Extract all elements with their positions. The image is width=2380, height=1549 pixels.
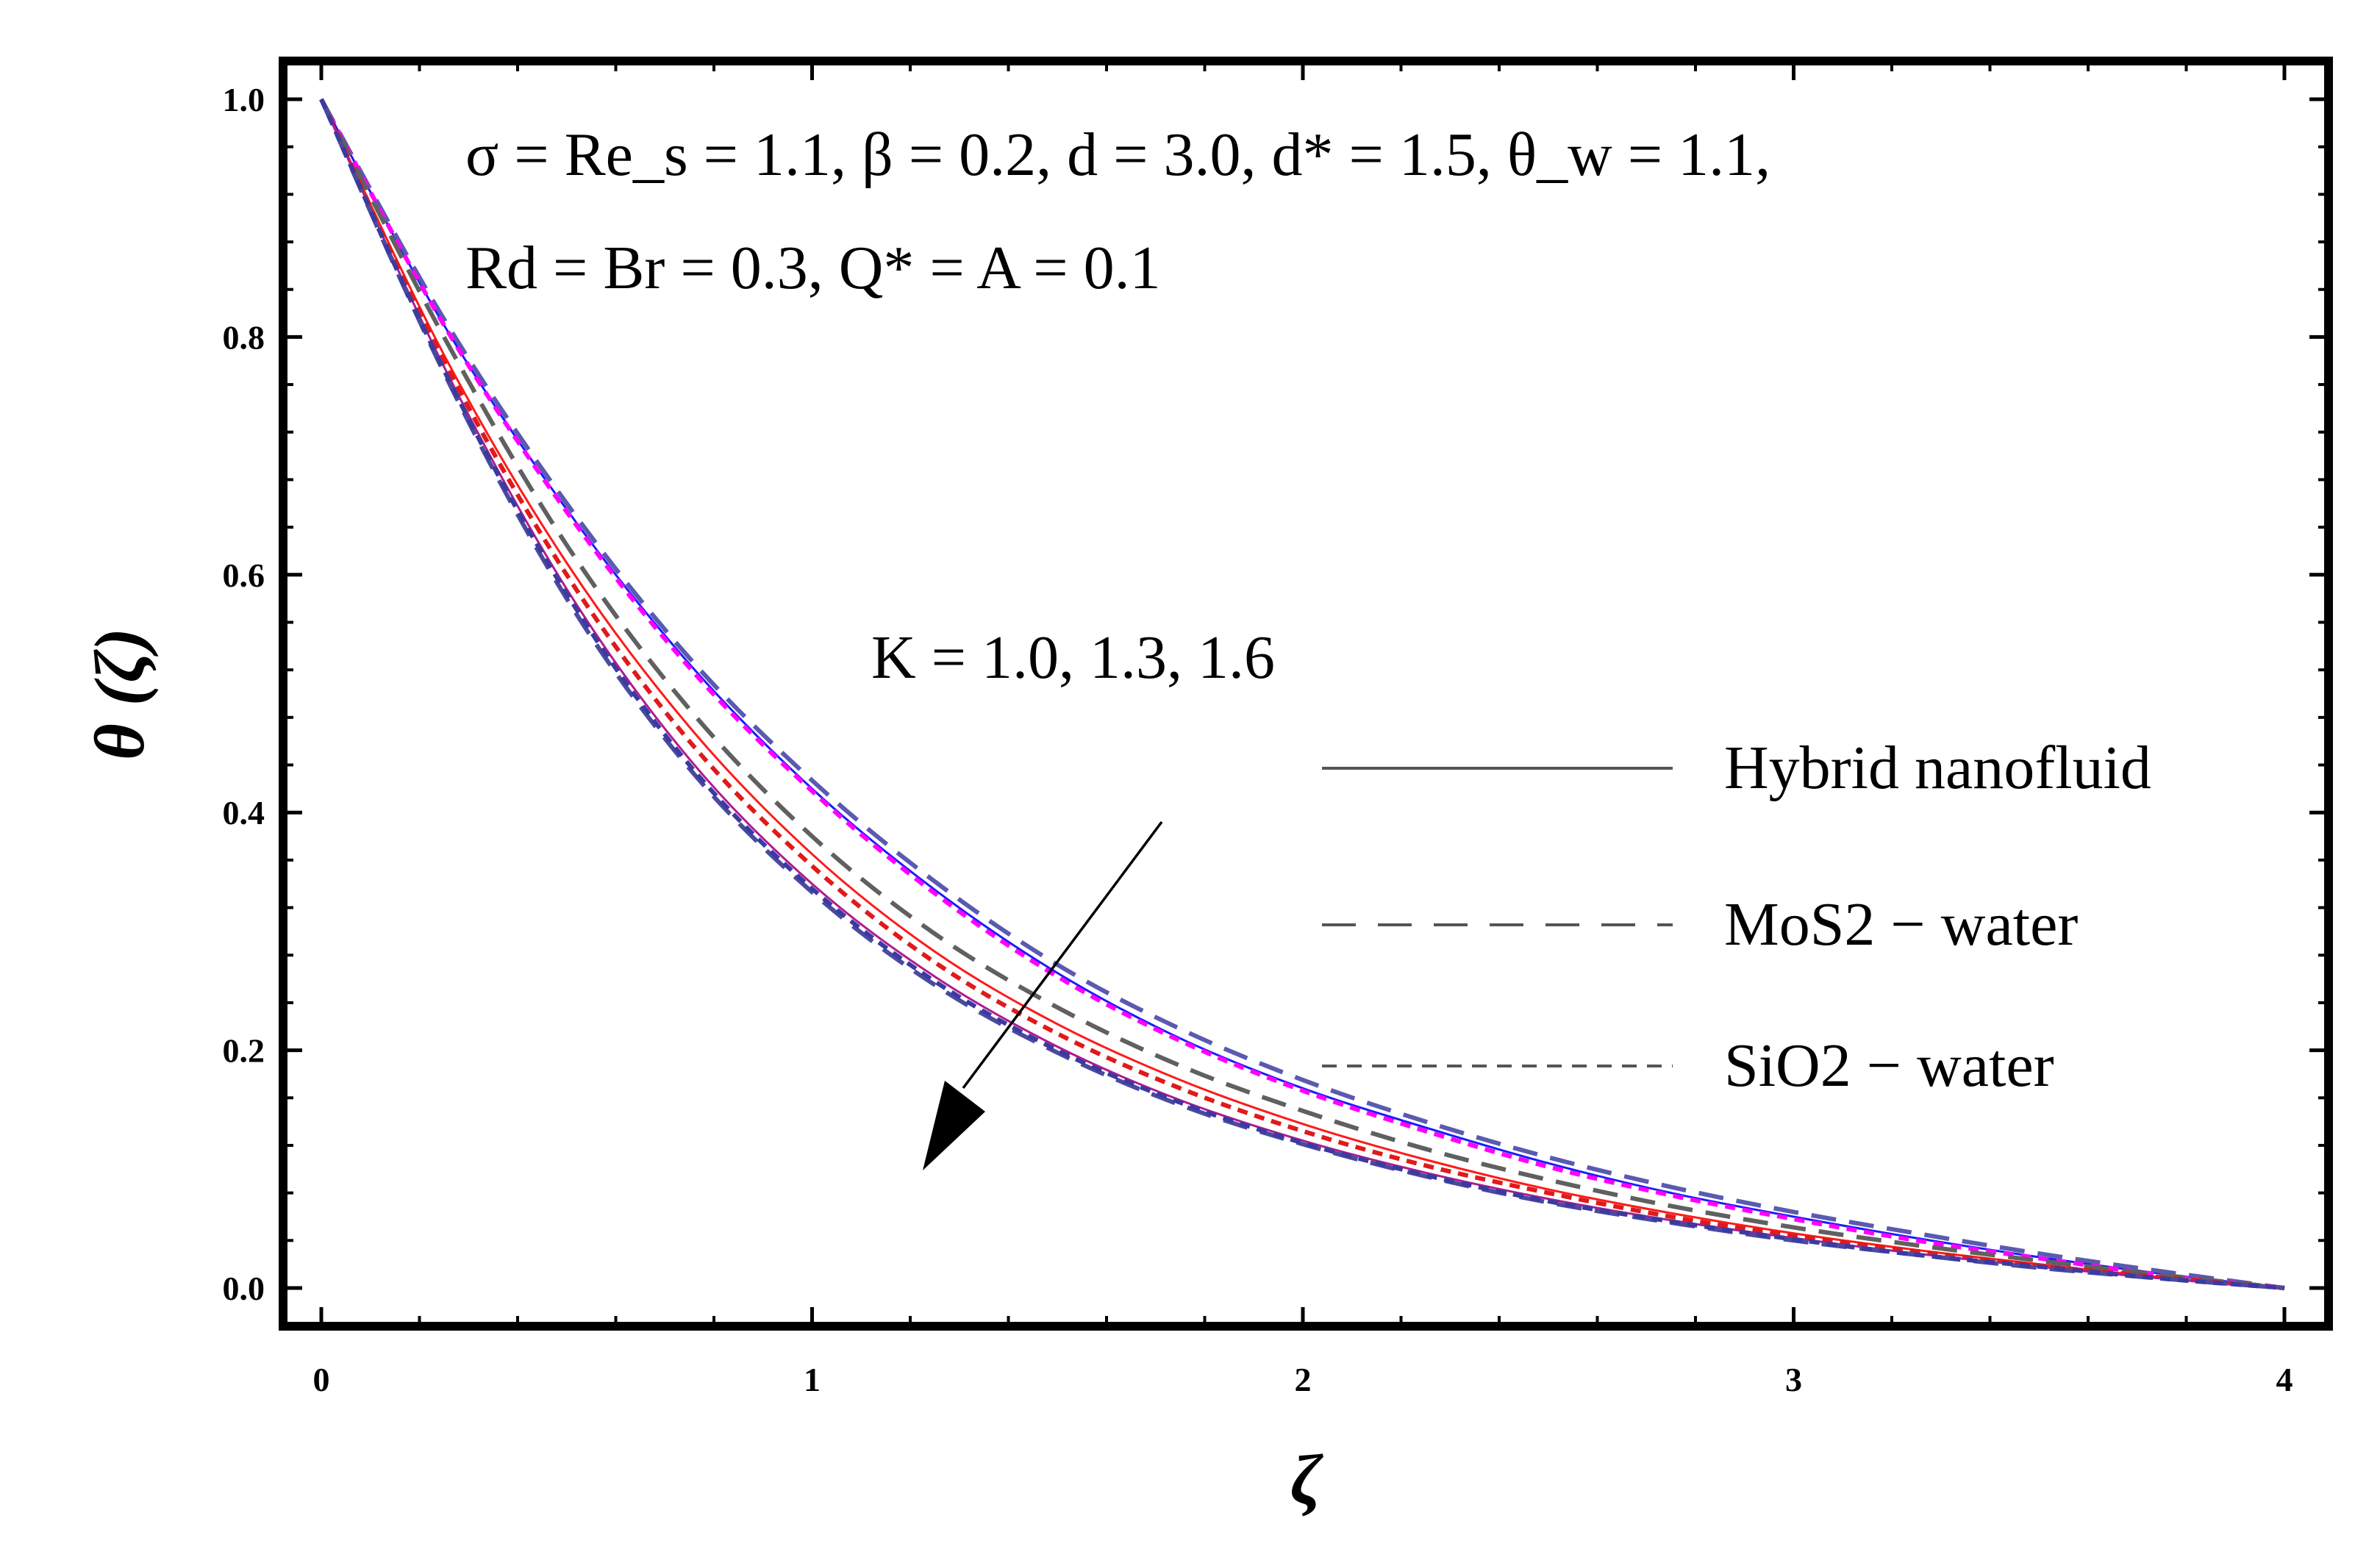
x-tick-label: 2 — [1295, 1361, 1312, 1398]
series-line-3 — [319, 98, 2285, 1290]
series-lines — [319, 98, 2285, 1290]
y-tick-label: 0.8 — [223, 318, 265, 356]
annotation-line-2: Rd = Br = 0.3, Q* = A = 0.1 — [465, 234, 1161, 302]
arrow-head — [923, 1081, 985, 1170]
legend-label-mos2: MoS2 − water — [1724, 890, 2078, 959]
tick-labels: 0 1 2 3 4 0.0 0.2 0.4 0.6 0.8 1.0 — [223, 81, 2293, 1398]
arrow-label: K = 1.0, 1.3, 1.6 — [871, 623, 1275, 692]
x-tick-label: 0 — [313, 1361, 330, 1398]
annotation-line-1: σ = Re_s = 1.1, β = 0.2, d = 3.0, d* = 1… — [465, 121, 1770, 189]
x-tick-label: 3 — [1785, 1361, 1802, 1398]
x-tick-label: 1 — [804, 1361, 821, 1398]
x-axis-label: ζ — [1290, 1440, 1324, 1519]
series-line-9 — [319, 98, 2285, 1290]
legend-label-sio2: SiO2 − water — [1724, 1031, 2054, 1100]
y-tick-label: 0.2 — [223, 1032, 265, 1070]
arrow-shaft — [962, 820, 1163, 1090]
x-tick-label: 4 — [2276, 1361, 2293, 1398]
legend-label-hybrid: Hybrid nanofluid — [1724, 734, 2151, 802]
series-line-5 — [319, 98, 2285, 1290]
y-tick-label: 0.4 — [223, 794, 265, 831]
parameter-arrow — [923, 820, 1163, 1170]
y-tick-label: 0.0 — [223, 1270, 265, 1307]
series-line-6 — [319, 98, 2285, 1290]
plot-frame — [279, 57, 2333, 1331]
y-tick-label: 0.6 — [223, 557, 265, 594]
y-tick-label: 1.0 — [223, 81, 265, 118]
legend: Hybrid nanofluid MoS2 − water SiO2 − wat… — [1322, 734, 2151, 1100]
y-axis-label: θ (ζ) — [80, 628, 159, 760]
series-line-2 — [319, 98, 2285, 1290]
